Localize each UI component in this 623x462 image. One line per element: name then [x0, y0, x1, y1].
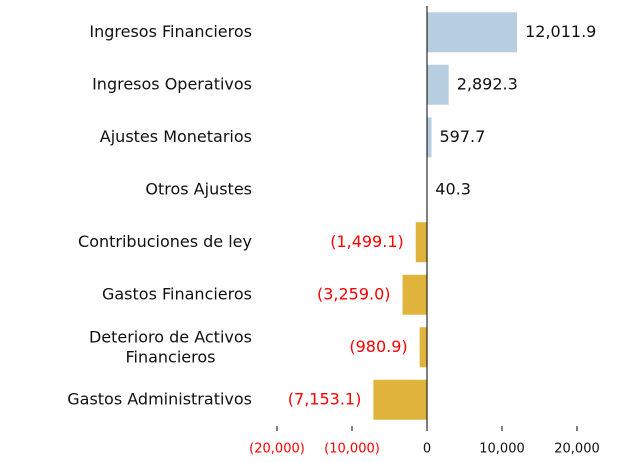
value-label: (1,499.1) — [330, 232, 404, 251]
bar — [427, 64, 449, 105]
value-label: 12,011.9 — [525, 22, 596, 41]
x-tick-label: (10,000) — [324, 442, 380, 457]
value-label: 597.7 — [439, 127, 485, 146]
category-label: Deterioro de Activos Financieros — [89, 327, 252, 366]
bar — [373, 379, 427, 420]
x-tick-label: (20,000) — [249, 442, 305, 457]
category-label: Gastos Administrativos — [67, 389, 252, 408]
category-label: Ingresos Financieros — [89, 22, 252, 41]
x-tick-label: 10,000 — [479, 442, 525, 457]
value-label: (7,153.1) — [288, 389, 362, 408]
value-label: (3,259.0) — [317, 284, 391, 303]
x-tick-label: 0 — [423, 442, 431, 457]
bar — [415, 222, 427, 263]
category-label: Ingresos Operativos — [92, 74, 252, 93]
bar — [419, 327, 427, 368]
bar — [427, 12, 518, 53]
bar — [427, 117, 432, 158]
x-tick-label: 20,000 — [554, 442, 600, 457]
category-label: Ajustes Monetarios — [100, 127, 252, 146]
value-label: 40.3 — [435, 179, 471, 198]
category-label: Gastos Financieros — [102, 284, 252, 303]
value-label: (980.9) — [349, 337, 407, 356]
category-label: Contribuciones de ley — [78, 232, 252, 251]
category-label: Otros Ajustes — [145, 179, 252, 198]
value-label: 2,892.3 — [457, 74, 518, 93]
bar — [402, 274, 427, 315]
